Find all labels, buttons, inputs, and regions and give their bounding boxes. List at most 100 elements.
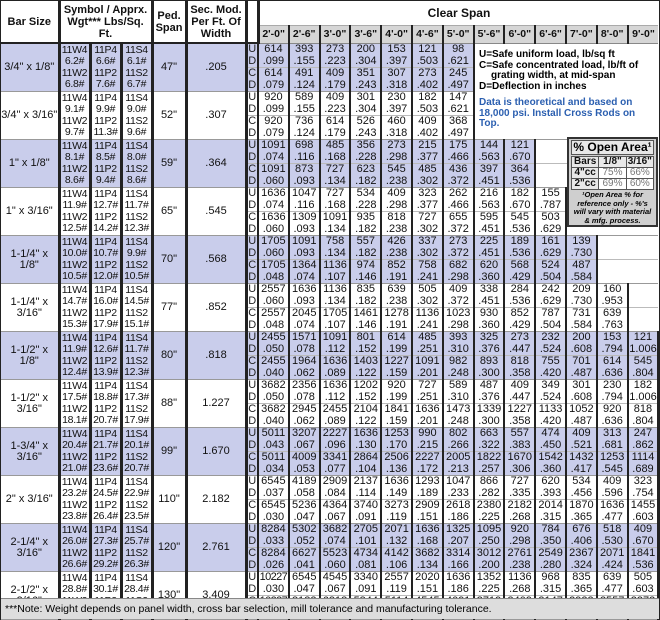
load-value-cell: .093 — [288, 247, 321, 260]
symbol-code: 11P2 — [94, 67, 117, 80]
load-value-cell: .050 — [258, 343, 290, 356]
load-value-cell: .393 — [535, 487, 567, 500]
bar-size: 1" x 3/16" — [1, 187, 61, 236]
load-value-cell: .062 — [288, 415, 321, 428]
load-value-cell: .201 — [412, 367, 444, 380]
row-type-letter: C — [246, 307, 260, 320]
load-value-cell: 524 — [535, 259, 567, 272]
load-value-cell: 589 — [288, 91, 321, 104]
load-value-cell: .074 — [288, 319, 321, 332]
load-value-cell: 835 — [350, 283, 383, 296]
load-value-cell: 873 — [288, 163, 321, 176]
load-value-cell: .191 — [381, 319, 413, 332]
symbol-weight-cell: 11P4 21.7# — [90, 427, 123, 452]
load-value-cell: 1253 — [381, 427, 413, 440]
load-value-cell: .182 — [350, 295, 383, 308]
load-value-cell: .048 — [258, 271, 290, 284]
empty-cell — [628, 284, 659, 296]
symbol-weight-cell: 11W4 10.0# — [59, 235, 92, 260]
approx-weight: 26.4# — [93, 510, 118, 523]
load-value-cell: .477 — [596, 511, 629, 524]
load-value-cell: 2705 — [350, 523, 383, 536]
approx-weight: 20.7# — [93, 414, 118, 427]
row-type-letter: D — [246, 199, 260, 212]
load-value-cell: 3682 — [258, 379, 290, 392]
row-type-letter: C — [246, 403, 260, 416]
symbol-code: 11S2 — [125, 355, 148, 368]
load-value-cell: 920 — [258, 91, 290, 104]
load-value-cell: .504 — [535, 319, 567, 332]
ped-span: 120" — [152, 523, 188, 572]
load-value-cell: 4189 — [288, 475, 321, 488]
load-value-cell: .151 — [412, 583, 444, 596]
table-row: D .040.062.089.122.159.201.248.300.358.42… — [1, 367, 660, 380]
load-value-cell: 1636 — [381, 475, 413, 488]
symbol-weight-cell: 11W2 26.6# — [59, 547, 92, 572]
load-value-cell: .563 — [473, 199, 506, 212]
load-value-cell: 1253 — [596, 451, 629, 464]
load-value-cell: .365 — [565, 583, 598, 596]
open-area-box: % Open Area¹ Bars 1/8" 3/16" 4"cc 75% 66… — [567, 137, 658, 227]
load-value-cell: 990 — [412, 427, 444, 440]
table-row: D .040.062.089.122.159.201.248.300.358.42… — [1, 415, 660, 428]
load-value-cell: .603 — [627, 511, 660, 524]
table-row: D .037.058.084.114.149.189.233.282.335.39… — [1, 487, 660, 500]
load-value-cell: .030 — [258, 511, 290, 524]
load-value-cell: .250 — [473, 535, 506, 548]
load-value-cell: 2549 — [535, 547, 567, 560]
open-area-value: 60% — [625, 178, 655, 190]
approx-weight: 8.6# — [126, 174, 147, 187]
load-value-cell: .040 — [258, 367, 290, 380]
bar-size: 3/4" x 3/16" — [1, 91, 61, 140]
table-row: 11W2 8.6# 11P2 9.4# 11S2 8.6# C 1091 873 727 623 54… — [1, 163, 658, 188]
table-row: 1-1/4" x 1/8" 11W4 10.0# 11P4 10.7# 11S4 9.9# 7… — [1, 235, 658, 284]
load-value-cell: .168 — [412, 535, 444, 548]
load-value-cell: 307 — [381, 67, 413, 80]
symbol-header: Symbol / Apprx. Wgt*** Lbs/Sq. Ft. — [59, 1, 154, 44]
load-value-cell: .487 — [565, 415, 598, 428]
load-value-cell: 3740 — [350, 499, 383, 512]
row-type-letter: D — [246, 247, 260, 260]
load-value-cell: 273 — [381, 139, 413, 152]
row-type-letter: D — [246, 103, 260, 116]
load-value-cell: 323 — [412, 187, 444, 200]
approx-weight: 26.0# — [62, 534, 87, 547]
load-value-cell: 436 — [442, 163, 475, 176]
row-type-letter: C — [246, 547, 260, 560]
row-type-letter: U — [246, 283, 260, 296]
empty-cell — [597, 236, 628, 248]
row-type-letter: D — [246, 127, 260, 140]
symbol-weight-cell: 11W4 28.8# — [59, 571, 92, 596]
row-type-letter: D — [246, 295, 260, 308]
approx-weight: 15.1# — [124, 318, 149, 331]
symbol-code: 11W2 — [61, 67, 88, 80]
symbol-code: 11W2 — [61, 115, 88, 128]
load-value-cell: .504 — [535, 271, 567, 284]
load-value-cell: 676 — [565, 523, 598, 536]
symbol-code: 11S4 — [125, 331, 148, 344]
symbol-weight-cell: 11P2 20.7# — [90, 403, 123, 428]
row-type-letter: U — [246, 427, 260, 440]
load-value-cell: 682 — [442, 259, 475, 272]
load-value-cell: 620 — [473, 259, 506, 272]
approx-weight: 6.7# — [126, 78, 147, 91]
approx-weight: 10.7# — [93, 246, 118, 259]
load-value-cell: .335 — [504, 487, 537, 500]
approx-weight: 27.3# — [93, 534, 118, 547]
approx-weight: 9.9# — [126, 246, 147, 259]
load-value-cell: .268 — [504, 583, 537, 596]
symbol-code: 11P2 — [94, 403, 117, 416]
symbol-weight-cell: 11W4 14.7# — [59, 283, 92, 308]
load-value-cell: .302 — [412, 247, 444, 260]
row-type-letter: D — [246, 271, 260, 284]
row-type-letter: C — [246, 211, 260, 224]
load-value-cell: 1352 — [473, 571, 506, 584]
approx-weight: 9.0# — [126, 102, 147, 115]
load-value-cell: 1542 — [535, 451, 567, 464]
load-value-cell: .298 — [442, 271, 475, 284]
ped-span-header: Ped. Span — [152, 1, 188, 44]
load-value-cell: 3273 — [381, 499, 413, 512]
load-value-cell: .146 — [350, 271, 383, 284]
symbol-code: 11S2 — [125, 115, 148, 128]
approx-weight: 9.7# — [64, 126, 85, 139]
